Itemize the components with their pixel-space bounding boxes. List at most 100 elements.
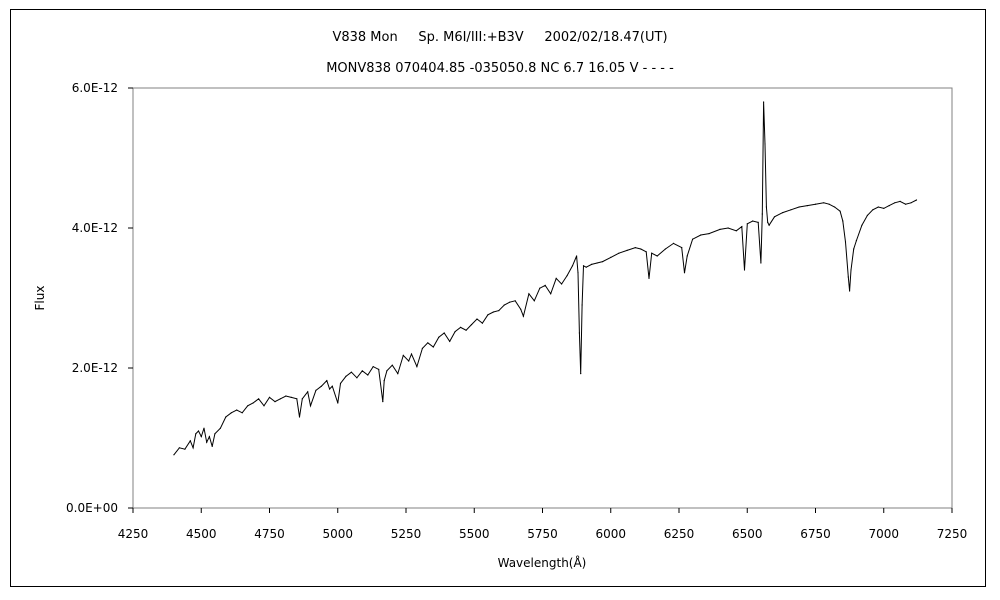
data-point	[566, 275, 568, 277]
data-point	[905, 203, 907, 205]
data-point	[315, 389, 317, 391]
data-point	[850, 269, 852, 271]
data-point	[487, 314, 489, 316]
data-point	[899, 200, 901, 202]
data-point	[498, 310, 500, 312]
data-point	[849, 290, 851, 292]
data-point	[367, 374, 369, 376]
data-point	[203, 427, 205, 429]
data-point	[252, 402, 254, 404]
x-tick-label: 7250	[937, 527, 968, 541]
data-point	[189, 440, 191, 442]
data-point	[454, 331, 456, 333]
data-point	[861, 224, 863, 226]
data-point	[672, 242, 675, 244]
data-point	[596, 262, 598, 264]
data-point	[719, 228, 721, 230]
data-point	[581, 304, 583, 306]
data-point	[408, 360, 410, 362]
data-point	[241, 412, 243, 414]
data-point	[432, 346, 434, 348]
data-point	[528, 293, 530, 295]
data-point	[550, 293, 552, 295]
data-point	[842, 220, 844, 222]
data-point	[686, 255, 688, 257]
data-point	[533, 300, 535, 302]
x-tick-label: 4750	[254, 527, 285, 541]
data-point	[582, 265, 585, 267]
data-point	[561, 283, 563, 285]
data-point	[664, 248, 667, 250]
x-tick-label: 6000	[595, 527, 626, 541]
data-point	[894, 202, 896, 204]
data-point	[888, 205, 890, 207]
data-point	[274, 401, 276, 403]
data-point	[301, 398, 303, 400]
data-point	[746, 223, 748, 225]
data-point	[307, 391, 309, 393]
x-tick-label: 4500	[186, 527, 217, 541]
data-point	[591, 263, 593, 265]
data-point	[214, 433, 216, 435]
data-point	[618, 252, 620, 254]
data-point	[544, 284, 546, 286]
data-point	[386, 370, 388, 372]
data-point	[326, 380, 328, 382]
data-point	[580, 373, 582, 375]
data-point	[656, 255, 658, 257]
data-point	[828, 203, 830, 205]
data-point	[195, 433, 197, 435]
data-point	[383, 380, 385, 382]
x-tick-label: 7000	[868, 527, 899, 541]
data-point	[514, 300, 516, 302]
data-point	[651, 252, 653, 254]
x-tick-label: 5500	[459, 527, 490, 541]
x-tick-label: 6750	[800, 527, 831, 541]
data-point	[768, 224, 770, 226]
data-point	[520, 308, 522, 310]
data-point	[790, 209, 792, 211]
data-point	[268, 396, 271, 398]
data-point	[329, 388, 331, 390]
x-tick-label: 6500	[732, 527, 763, 541]
y-axis: 0.0E+00 2.0E-12 4.0E-12 6.0E-12	[66, 81, 133, 515]
data-point	[470, 324, 473, 326]
data-point	[883, 207, 885, 209]
flux-series-line	[173, 101, 917, 456]
chart-title-line1: V838 Mon Sp. M6I/III:+B3V 2002/02/18.47(…	[332, 30, 667, 45]
data-point	[760, 262, 762, 264]
data-point	[309, 405, 312, 407]
x-tick-label: 5000	[322, 527, 353, 541]
data-point	[915, 199, 918, 201]
data-point	[585, 266, 587, 268]
data-point	[345, 375, 347, 377]
y-tick-label: 0.0E+00	[66, 501, 118, 515]
data-point	[443, 332, 445, 334]
data-point	[173, 454, 175, 456]
data-point	[421, 347, 423, 349]
data-point	[361, 370, 363, 372]
data-point	[206, 441, 208, 443]
data-point	[427, 342, 429, 344]
data-point	[910, 202, 912, 204]
chart-frame	[10, 9, 986, 587]
data-point	[339, 382, 342, 384]
data-point	[648, 277, 650, 279]
data-point	[522, 315, 525, 317]
y-axis-title: Flux	[33, 286, 47, 311]
data-point	[219, 427, 221, 429]
data-point	[397, 373, 399, 375]
data-point	[539, 287, 541, 289]
data-point	[834, 206, 836, 208]
data-point	[844, 241, 847, 243]
data-point	[872, 209, 874, 211]
data-point	[509, 301, 511, 303]
y-tick-label: 2.0E-12	[72, 361, 118, 375]
data-point	[782, 212, 784, 214]
data-point	[465, 329, 467, 331]
data-point	[184, 448, 186, 450]
data-point	[247, 405, 249, 407]
data-point	[208, 436, 210, 438]
data-point	[761, 213, 763, 215]
data-point	[296, 398, 298, 400]
